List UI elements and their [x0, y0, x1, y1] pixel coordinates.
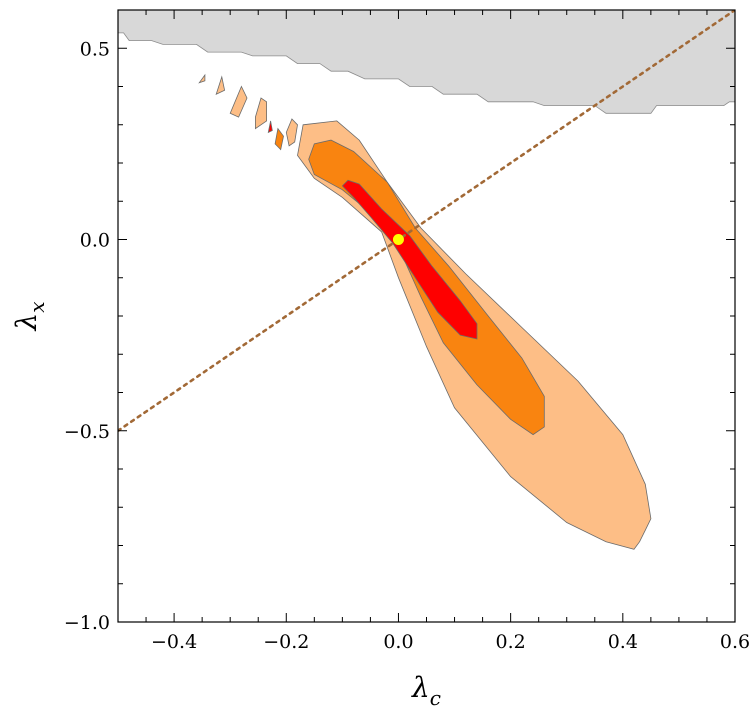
y-tick-label: −1.0 [64, 612, 110, 634]
x-tick-label: 0.2 [496, 631, 526, 653]
excluded-region [118, 10, 735, 114]
contour-middle-island [274, 127, 284, 151]
contour-outer-island-4 [215, 75, 226, 95]
x-tick-label: 0.0 [383, 631, 413, 653]
contour-inner [341, 179, 478, 340]
x-tick-label: −0.4 [151, 631, 197, 653]
contour-outer-island-5 [198, 73, 206, 84]
y-axis-label: λx [10, 301, 49, 331]
x-tick-label: 0.4 [608, 631, 638, 653]
x-tick-label: 0.6 [720, 631, 750, 653]
best-fit-point [392, 234, 404, 245]
axis-tick-labels: −0.4 −0.2 0.0 0.2 0.4 0.6 −1.0 −0.5 0.0 0.5 [64, 38, 750, 653]
x-tick-label: −0.2 [263, 631, 309, 653]
contour-outer-island-2 [255, 97, 267, 130]
y-tick-label: −0.5 [64, 421, 110, 443]
x-axis-label: λc [411, 671, 441, 710]
y-tick-label: 0.0 [80, 230, 110, 252]
contour-outer-island-1 [285, 118, 298, 147]
axis-ticks [117, 9, 736, 623]
y-tick-label: 0.5 [80, 38, 110, 60]
contour-outer-island-3 [229, 85, 248, 118]
plot-area [118, 10, 735, 550]
contour-inner-island [267, 120, 273, 134]
